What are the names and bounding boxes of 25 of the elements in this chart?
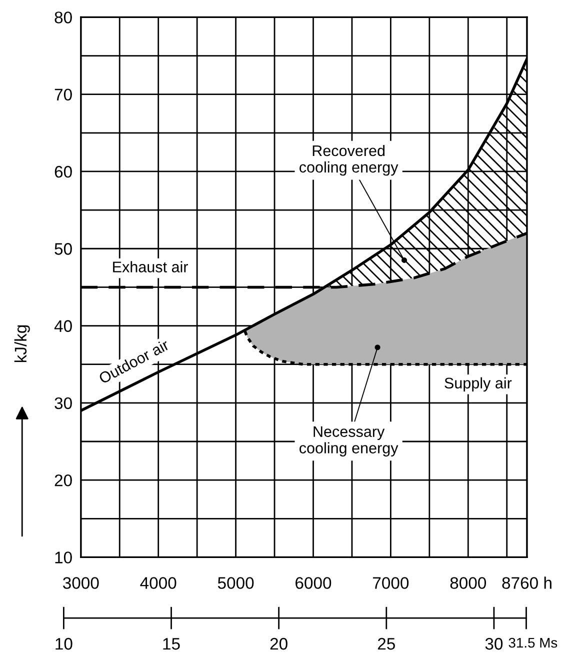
x2-tick-label: 30 (485, 638, 503, 650)
y-tick-label: 20 (54, 474, 72, 486)
y-tick-label: 60 (54, 166, 72, 178)
y-tick-label: 80 (54, 12, 72, 24)
x2-tick-label: 20 (270, 638, 288, 650)
y-axis-title: kJ/kg (14, 325, 30, 362)
annotation: Necessary cooling energy (300, 426, 398, 456)
y-tick-label: 50 (54, 243, 72, 255)
annotation: Recovered cooling energy (300, 144, 398, 176)
y-tick-label: 10 (55, 552, 72, 564)
series-label: Supply air (444, 377, 512, 392)
y-tick-label: 40 (54, 320, 72, 332)
series-label: Exhaust air (113, 261, 188, 272)
x2-tick-label: 25 (378, 638, 395, 650)
y-tick-label: 30 (54, 397, 72, 410)
x2-tick-label: 31.5 Ms (508, 638, 558, 648)
y-tick-label: 70 (54, 88, 72, 101)
x-tick-label: 4000 (140, 577, 176, 589)
x-tick-label: 8760 h (502, 576, 552, 589)
x-tick-label: 6000 (296, 577, 332, 589)
x2-tick-label: 15 (163, 638, 180, 650)
x-tick-label: 5000 (218, 577, 254, 589)
x-tick-label: 8000 (450, 577, 486, 589)
x-tick-label: 7000 (373, 577, 409, 589)
x-tick-label: 3000 (62, 577, 99, 589)
